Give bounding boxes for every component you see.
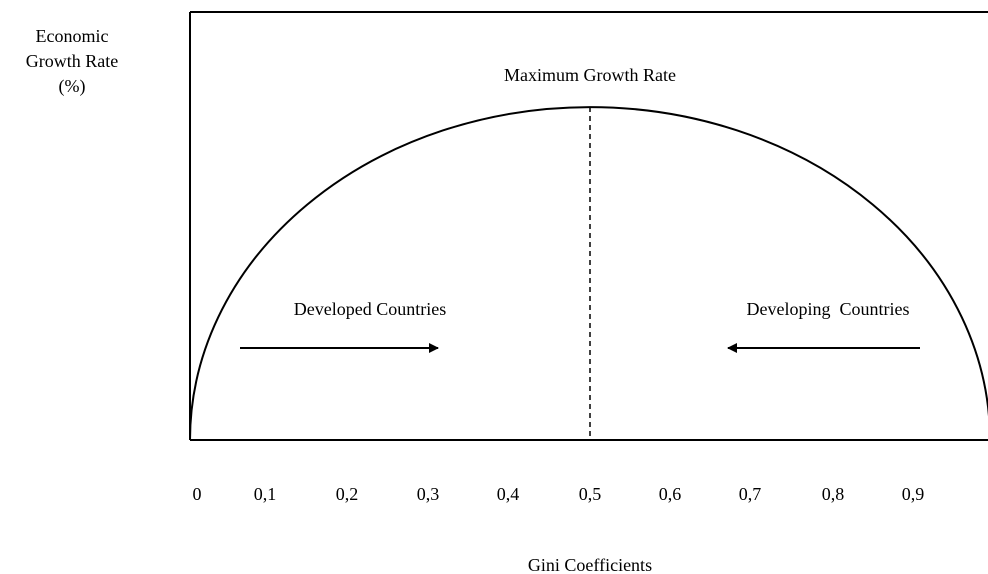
x-tick-label: 0,8 bbox=[822, 484, 845, 504]
growth-curve bbox=[189, 106, 988, 441]
annotation: Developed Countries bbox=[294, 299, 446, 319]
x-axis-label: Gini Coefficients bbox=[528, 555, 652, 574]
x-tick-labels: 0 0,1 0,2 0,3 0,4 0,5 0,6 0,7 0,8 0,9 bbox=[193, 484, 925, 504]
annotation: Developing Countries bbox=[747, 299, 910, 319]
x-tick-label: 0,1 bbox=[254, 484, 277, 504]
x-tick-label: 0,5 bbox=[579, 484, 602, 504]
x-tick-label: 0,9 bbox=[902, 484, 925, 504]
x-tick-label: 0 bbox=[193, 484, 202, 504]
x-tick-label: 0,3 bbox=[417, 484, 440, 504]
x-tick-label: 0,7 bbox=[739, 484, 762, 504]
x-tick-label: 0,6 bbox=[659, 484, 682, 504]
x-tick-label: 0,4 bbox=[497, 484, 520, 504]
y-axis-label: Economic bbox=[36, 26, 109, 46]
x-tick-label: 0,2 bbox=[336, 484, 359, 504]
annotation: Maximum Growth Rate bbox=[504, 65, 676, 85]
y-axis-label: Growth Rate bbox=[26, 51, 118, 71]
y-axis-label: (%) bbox=[59, 76, 86, 97]
frame bbox=[189, 11, 988, 441]
